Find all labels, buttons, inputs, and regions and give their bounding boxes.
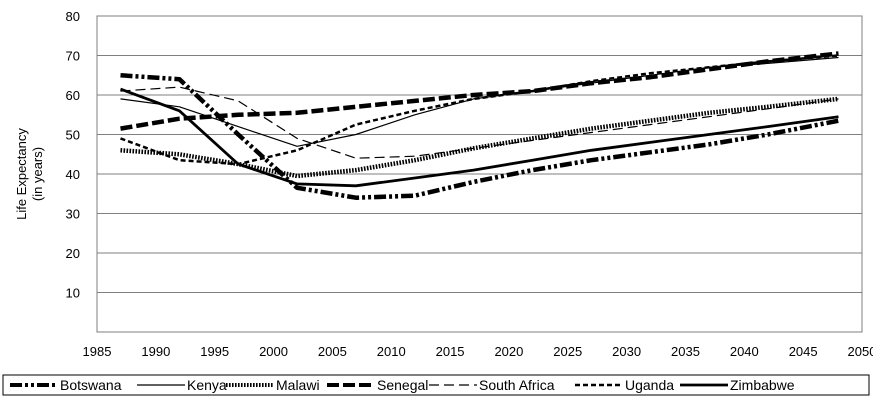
y-axis-title: Life Expectancy (in years)	[14, 128, 45, 220]
y-tick-label: 50	[66, 128, 80, 143]
legend-label-zimbabwe: Zimbabwe	[730, 377, 795, 393]
y-tick-label: 60	[66, 88, 80, 103]
x-tick-label: 2030	[612, 344, 641, 359]
y-tick-label: 10	[66, 286, 80, 301]
x-axis-ticks: 1985 1990 1995 2000 2005 2010 2015 2020 2025 2030…	[83, 344, 873, 359]
legend-label-senegal: Senegal	[377, 377, 428, 393]
x-tick-label: 2005	[318, 344, 347, 359]
x-tick-label: 1985	[83, 344, 112, 359]
legend-label-south-africa: South Africa	[479, 377, 555, 393]
x-tick-label: 2045	[789, 344, 818, 359]
legend-label-malawi: Malawi	[276, 377, 320, 393]
series-line-senegal	[120, 51, 839, 131]
x-tick-label: 2020	[494, 344, 523, 359]
x-tick-label: 2040	[730, 344, 759, 359]
x-tick-label: 1995	[200, 344, 229, 359]
x-tick-label: 2000	[259, 344, 288, 359]
legend-label-botswana: Botswana	[60, 377, 122, 393]
series-line-zimbabwe	[120, 87, 839, 188]
y-tick-label: 20	[66, 246, 80, 261]
legend: Botswana Kenya Malawi Senegal South Africa Ug…	[10, 377, 795, 393]
series-lines	[120, 51, 839, 200]
series-line-south-africa	[120, 86, 839, 159]
y-tick-label: 70	[66, 49, 80, 64]
x-tick-label: 2010	[377, 344, 406, 359]
legend-label-kenya: Kenya	[187, 377, 227, 393]
y-axis-title-line-1: Life Expectancy	[14, 128, 29, 220]
y-axis-ticks: 10 20 30 40 50 60 70 80	[66, 9, 80, 301]
x-tick-label: 2035	[671, 344, 700, 359]
x-tick-label: 2015	[436, 344, 465, 359]
x-tick-label: 2025	[553, 344, 582, 359]
legend-label-uganda: Uganda	[625, 377, 674, 393]
x-tick-label: 2050	[848, 344, 873, 359]
y-tick-label: 30	[66, 207, 80, 222]
y-tick-label: 80	[66, 9, 80, 24]
plot-area-border	[96, 15, 863, 333]
y-axis-title-line-2: (in years)	[30, 147, 45, 201]
x-tick-label: 1990	[141, 344, 170, 359]
y-tick-label: 40	[66, 167, 80, 182]
series-line-botswana	[120, 73, 839, 200]
